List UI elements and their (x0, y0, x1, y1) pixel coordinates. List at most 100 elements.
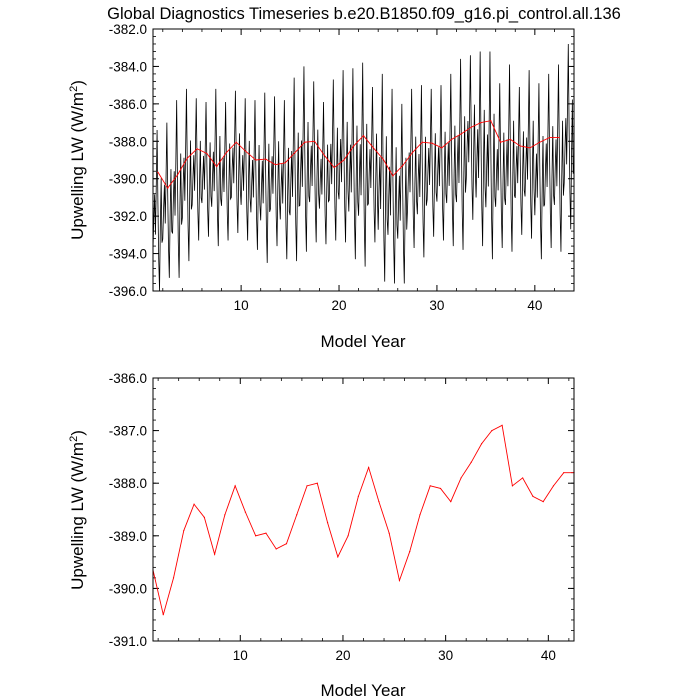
annual-mean-point (245, 150, 247, 153)
annual-mean-point (439, 487, 442, 490)
annual-mean-point (519, 145, 521, 147)
top-y-axis-label-close: ) (68, 80, 87, 86)
annual-mean-point (470, 126, 472, 128)
x-tick-label: 30 (429, 298, 444, 313)
bottom-annual-panel: -391.0 -390.0 -389.0 -388.0 -387.0 -386.0 10 2… (68, 371, 575, 700)
y-tick-label: -396.0 (109, 284, 147, 299)
annual-mean-point (509, 138, 511, 141)
annual-mean-point (460, 477, 462, 479)
x-tick-label: 20 (335, 648, 350, 663)
annual-mean-point (265, 532, 267, 534)
y-tick-label: -390.0 (109, 581, 147, 596)
top-timeseries-panel: -396.0 -394.0 -392.0 -390.0 -388.0 -386.0 -384… (68, 22, 575, 351)
annual-mean-point (225, 151, 228, 154)
y-tick-label: -391.0 (109, 634, 147, 649)
annual-mean-point (491, 430, 493, 432)
annual-mean-point (234, 485, 236, 487)
annual-mean-point (274, 164, 276, 166)
top-x-tick-labels: 10 20 30 40 (234, 298, 543, 313)
annual-mean-point (402, 165, 404, 167)
bottom-y-axis-label: Upwelling LW (W/m2) (68, 430, 87, 590)
annual-mean-point (196, 148, 198, 150)
annual-mean-point (409, 550, 411, 553)
annual-mean-point (313, 140, 316, 142)
bottom-plot-frame (152, 377, 575, 642)
annual-mean-point (421, 141, 423, 143)
annual-mean-point (333, 166, 335, 169)
top-x-axis-label: Model Year (320, 332, 405, 351)
annual-mean-point (337, 556, 339, 558)
annual-mean-point (362, 135, 365, 137)
y-tick-label: -386.0 (109, 97, 147, 112)
annual-mean-point (304, 141, 306, 143)
annual-mean-point (264, 158, 267, 160)
top-y-axis-label: Upwelling LW (W/m2) (68, 80, 87, 240)
annual-mean-point (326, 522, 329, 524)
annual-mean-point (511, 485, 513, 487)
annual-mean-point (157, 171, 159, 173)
annual-mean-point (353, 145, 355, 147)
annual-mean-point (563, 472, 565, 474)
annual-mean-point (206, 152, 208, 155)
annual-mean-point (193, 503, 195, 505)
annual-mean-point (296, 514, 298, 516)
bottom-axis-ticks (153, 377, 574, 642)
annual-mean-point (429, 485, 431, 487)
annual-mean-point (203, 516, 205, 518)
annual-mean-point (255, 535, 257, 537)
annual-mean-point (522, 477, 524, 479)
annual-mean-point (419, 514, 421, 516)
y-tick-label: -386.0 (109, 371, 147, 386)
y-tick-label: -394.0 (109, 247, 147, 262)
annual-mean-point (411, 151, 414, 154)
annual-mean-point (382, 158, 384, 160)
annual-mean-point (306, 485, 308, 487)
annual-mean-point (460, 133, 463, 135)
annual-mean-point (388, 532, 390, 534)
top-y-axis-label-sup: 2 (68, 86, 80, 92)
annual-mean-point (167, 187, 169, 189)
annual-mean-point (558, 136, 560, 139)
annual-mean-point (255, 159, 257, 161)
annual-mean-series-line (157, 120, 560, 189)
annual-mean-point (441, 147, 443, 149)
y-tick-label: -390.0 (109, 172, 147, 187)
annual-mean-point (285, 543, 288, 545)
annual-mean-point (216, 165, 218, 168)
top-plot-frame (152, 28, 575, 292)
annual-mean-point (186, 157, 188, 159)
annual-mean-point (244, 511, 247, 513)
annual-mean-point (529, 147, 531, 149)
annual-mean-point (539, 141, 541, 143)
annual-mean-point (470, 461, 472, 463)
y-tick-label: -388.0 (109, 134, 147, 149)
annual-mean-point (224, 514, 226, 516)
annual-mean-point (490, 120, 492, 122)
top-annual-points (157, 120, 560, 189)
monthly-series-line (152, 43, 574, 292)
annual-mean-point (294, 151, 296, 154)
x-tick-label: 10 (233, 648, 248, 663)
annual-mean-point (275, 548, 277, 550)
bottom-x-tick-labels: 10 20 30 40 (233, 648, 556, 663)
x-tick-label: 40 (541, 648, 556, 663)
top-y-tick-labels: -396.0 -394.0 -392.0 -390.0 -388.0 -386.0 -384… (109, 22, 147, 299)
y-tick-label: -384.0 (109, 59, 147, 74)
y-tick-label: -387.0 (109, 424, 147, 439)
annual-mean-point (343, 159, 345, 161)
x-tick-label: 30 (438, 648, 453, 663)
y-tick-label: -388.0 (109, 476, 147, 491)
annual-mean-point (368, 466, 370, 469)
annual-mean-point (532, 495, 534, 497)
annual-mean-point (347, 535, 349, 537)
y-tick-label: -382.0 (109, 22, 147, 37)
annual-mean-series-line (152, 424, 574, 615)
annual-mean-point (542, 501, 544, 503)
annual-mean-point (451, 138, 453, 141)
bottom-y-axis-label-close: ) (68, 430, 87, 436)
annual-mean-point (398, 579, 401, 582)
annual-mean-point (284, 162, 286, 164)
annual-mean-point (378, 501, 380, 503)
bottom-x-axis-label: Model Year (320, 681, 405, 700)
top-y-axis-label-main: Upwelling LW (W/m (68, 92, 87, 240)
